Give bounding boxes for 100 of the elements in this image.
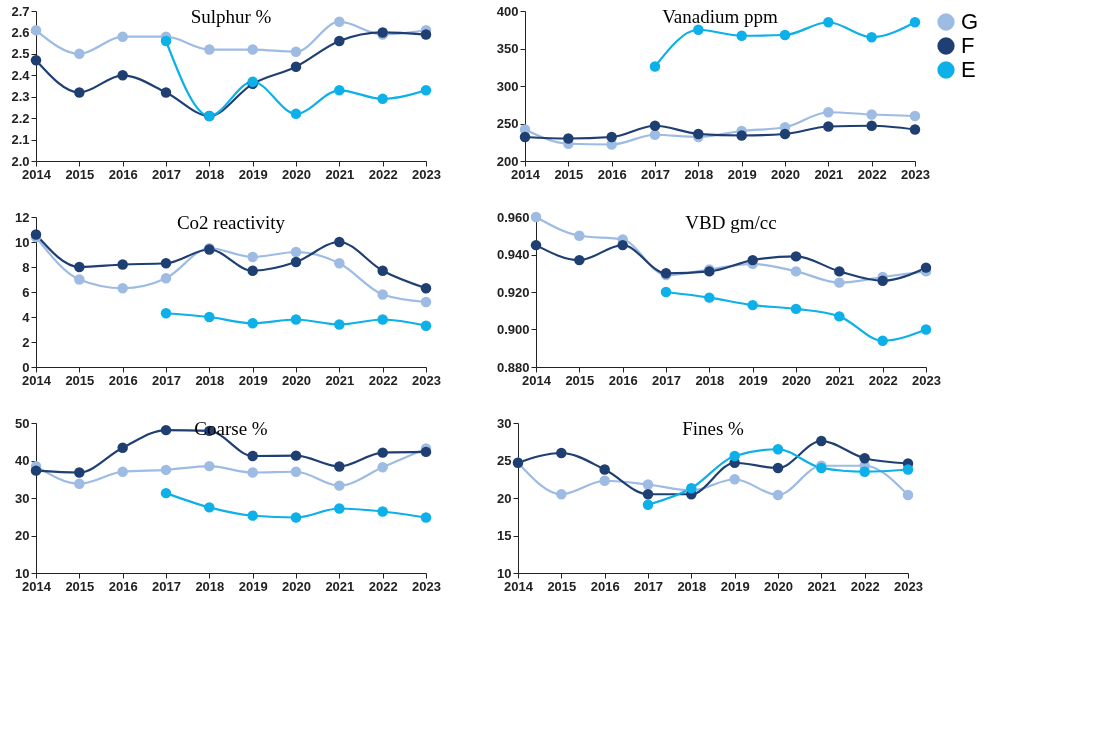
y-tick-label: 300 (496, 78, 519, 94)
x-tick-label: 2023 (901, 166, 930, 182)
x-tick-label: 2014 (504, 578, 534, 594)
chart-title: Sulphur % (190, 6, 272, 27)
x-tick-label: 2022 (368, 372, 398, 388)
y-tick-label: 0.940 (496, 247, 530, 262)
x-tick-label: 2018 (677, 578, 707, 594)
y-tick-label: 10 (15, 565, 30, 581)
x-tick-label: 2019 (727, 166, 757, 182)
x-tick-label: 2020 (282, 578, 311, 594)
y-tick-label: 10 (497, 565, 512, 581)
x-tick-label: 2023 (412, 166, 441, 182)
legend-label: G (961, 9, 979, 34)
y-tick-label: 2.2 (11, 110, 30, 126)
x-tick-label: 2019 (238, 578, 268, 594)
x-tick-label: 2017 (641, 166, 670, 182)
x-tick-label: 2015 (547, 578, 577, 594)
y-tick-label: 2 (22, 334, 30, 350)
y-tick-label: 400 (496, 3, 519, 19)
y-tick-label: 40 (15, 453, 30, 468)
y-tick-label: 0.880 (496, 359, 530, 375)
y-tick-label: 15 (497, 528, 512, 543)
y-tick-label: 8 (22, 259, 30, 275)
chart-title: Fines % (682, 418, 745, 439)
y-tick-label: 0.900 (496, 322, 530, 337)
y-tick-label: 50 (15, 415, 30, 431)
x-tick-label: 2014 (522, 372, 552, 388)
y-tick-label: 2.1 (11, 132, 30, 148)
x-tick-label: 2021 (325, 578, 355, 594)
x-tick-label: 2016 (108, 372, 138, 388)
x-tick-label: 2022 (857, 166, 887, 182)
y-tick-label: 2.6 (11, 24, 30, 40)
y-tick-label: 2.0 (11, 153, 30, 169)
y-tick-label: 2.3 (11, 89, 30, 105)
chart-title: Co2 reactivity (176, 212, 286, 233)
x-tick-label: 2018 (695, 372, 725, 388)
x-tick-label: 2015 (65, 372, 95, 388)
x-tick-label: 2021 (814, 166, 844, 182)
y-tick-label: 350 (496, 41, 519, 56)
chart-title: VBD gm/cc (685, 212, 777, 233)
x-tick-label: 2023 (912, 372, 941, 388)
x-tick-label: 2019 (238, 372, 268, 388)
x-tick-label: 2014 (22, 372, 52, 388)
y-tick-label: 0 (22, 359, 30, 375)
x-tick-label: 2018 (684, 166, 714, 182)
y-tick-label: 200 (496, 153, 519, 169)
x-tick-label: 2020 (764, 578, 793, 594)
y-tick-label: 30 (15, 490, 30, 506)
x-tick-label: 2018 (195, 166, 225, 182)
x-tick-label: 2015 (65, 166, 95, 182)
x-tick-label: 2016 (608, 372, 638, 388)
chart-title: Vanadium ppm (662, 6, 778, 27)
x-tick-label: 2014 (511, 166, 541, 182)
x-tick-label: 2014 (22, 578, 52, 594)
y-tick-label: 250 (496, 116, 519, 131)
x-tick-label: 2017 (652, 372, 681, 388)
y-tick-label: 25 (497, 453, 512, 468)
x-tick-label: 2019 (238, 166, 268, 182)
x-tick-label: 2014 (22, 166, 52, 182)
x-tick-label: 2022 (368, 578, 398, 594)
x-tick-label: 2021 (325, 166, 355, 182)
y-tick-label: 6 (22, 284, 30, 300)
x-tick-label: 2016 (597, 166, 627, 182)
x-tick-label: 2022 (850, 578, 880, 594)
y-tick-label: 4 (22, 309, 31, 325)
legend-label: E (961, 57, 976, 82)
y-tick-label: 2.5 (11, 46, 30, 62)
x-tick-label: 2016 (108, 578, 138, 594)
x-tick-label: 2017 (634, 578, 663, 594)
x-tick-label: 2020 (282, 166, 311, 182)
x-tick-label: 2023 (412, 372, 441, 388)
x-tick-label: 2017 (152, 166, 181, 182)
y-tick-label: 0.920 (496, 284, 530, 300)
x-tick-label: 2016 (108, 166, 138, 182)
x-tick-label: 2020 (771, 166, 800, 182)
y-tick-label: 20 (497, 490, 512, 506)
x-tick-label: 2022 (368, 166, 398, 182)
x-tick-label: 2015 (65, 578, 95, 594)
y-tick-label: 12 (15, 209, 30, 225)
x-tick-label: 2016 (590, 578, 620, 594)
x-tick-label: 2021 (325, 372, 355, 388)
y-tick-label: 2.4 (11, 67, 31, 83)
chart-title: Coarse % (194, 418, 268, 439)
y-tick-label: 0.960 (496, 209, 530, 225)
y-tick-label: 2.7 (11, 3, 30, 19)
x-tick-label: 2018 (195, 578, 225, 594)
y-tick-label: 20 (15, 528, 30, 543)
y-tick-label: 10 (15, 234, 30, 250)
x-tick-label: 2020 (782, 372, 811, 388)
x-tick-label: 2019 (720, 578, 750, 594)
x-tick-label: 2023 (894, 578, 923, 594)
x-tick-label: 2021 (807, 578, 837, 594)
x-tick-label: 2018 (195, 372, 225, 388)
x-tick-label: 2022 (868, 372, 898, 388)
x-tick-label: 2020 (282, 372, 311, 388)
x-tick-label: 2023 (412, 578, 441, 594)
x-tick-label: 2021 (825, 372, 855, 388)
x-tick-label: 2017 (152, 578, 181, 594)
x-tick-label: 2015 (554, 166, 584, 182)
x-tick-label: 2017 (152, 372, 181, 388)
